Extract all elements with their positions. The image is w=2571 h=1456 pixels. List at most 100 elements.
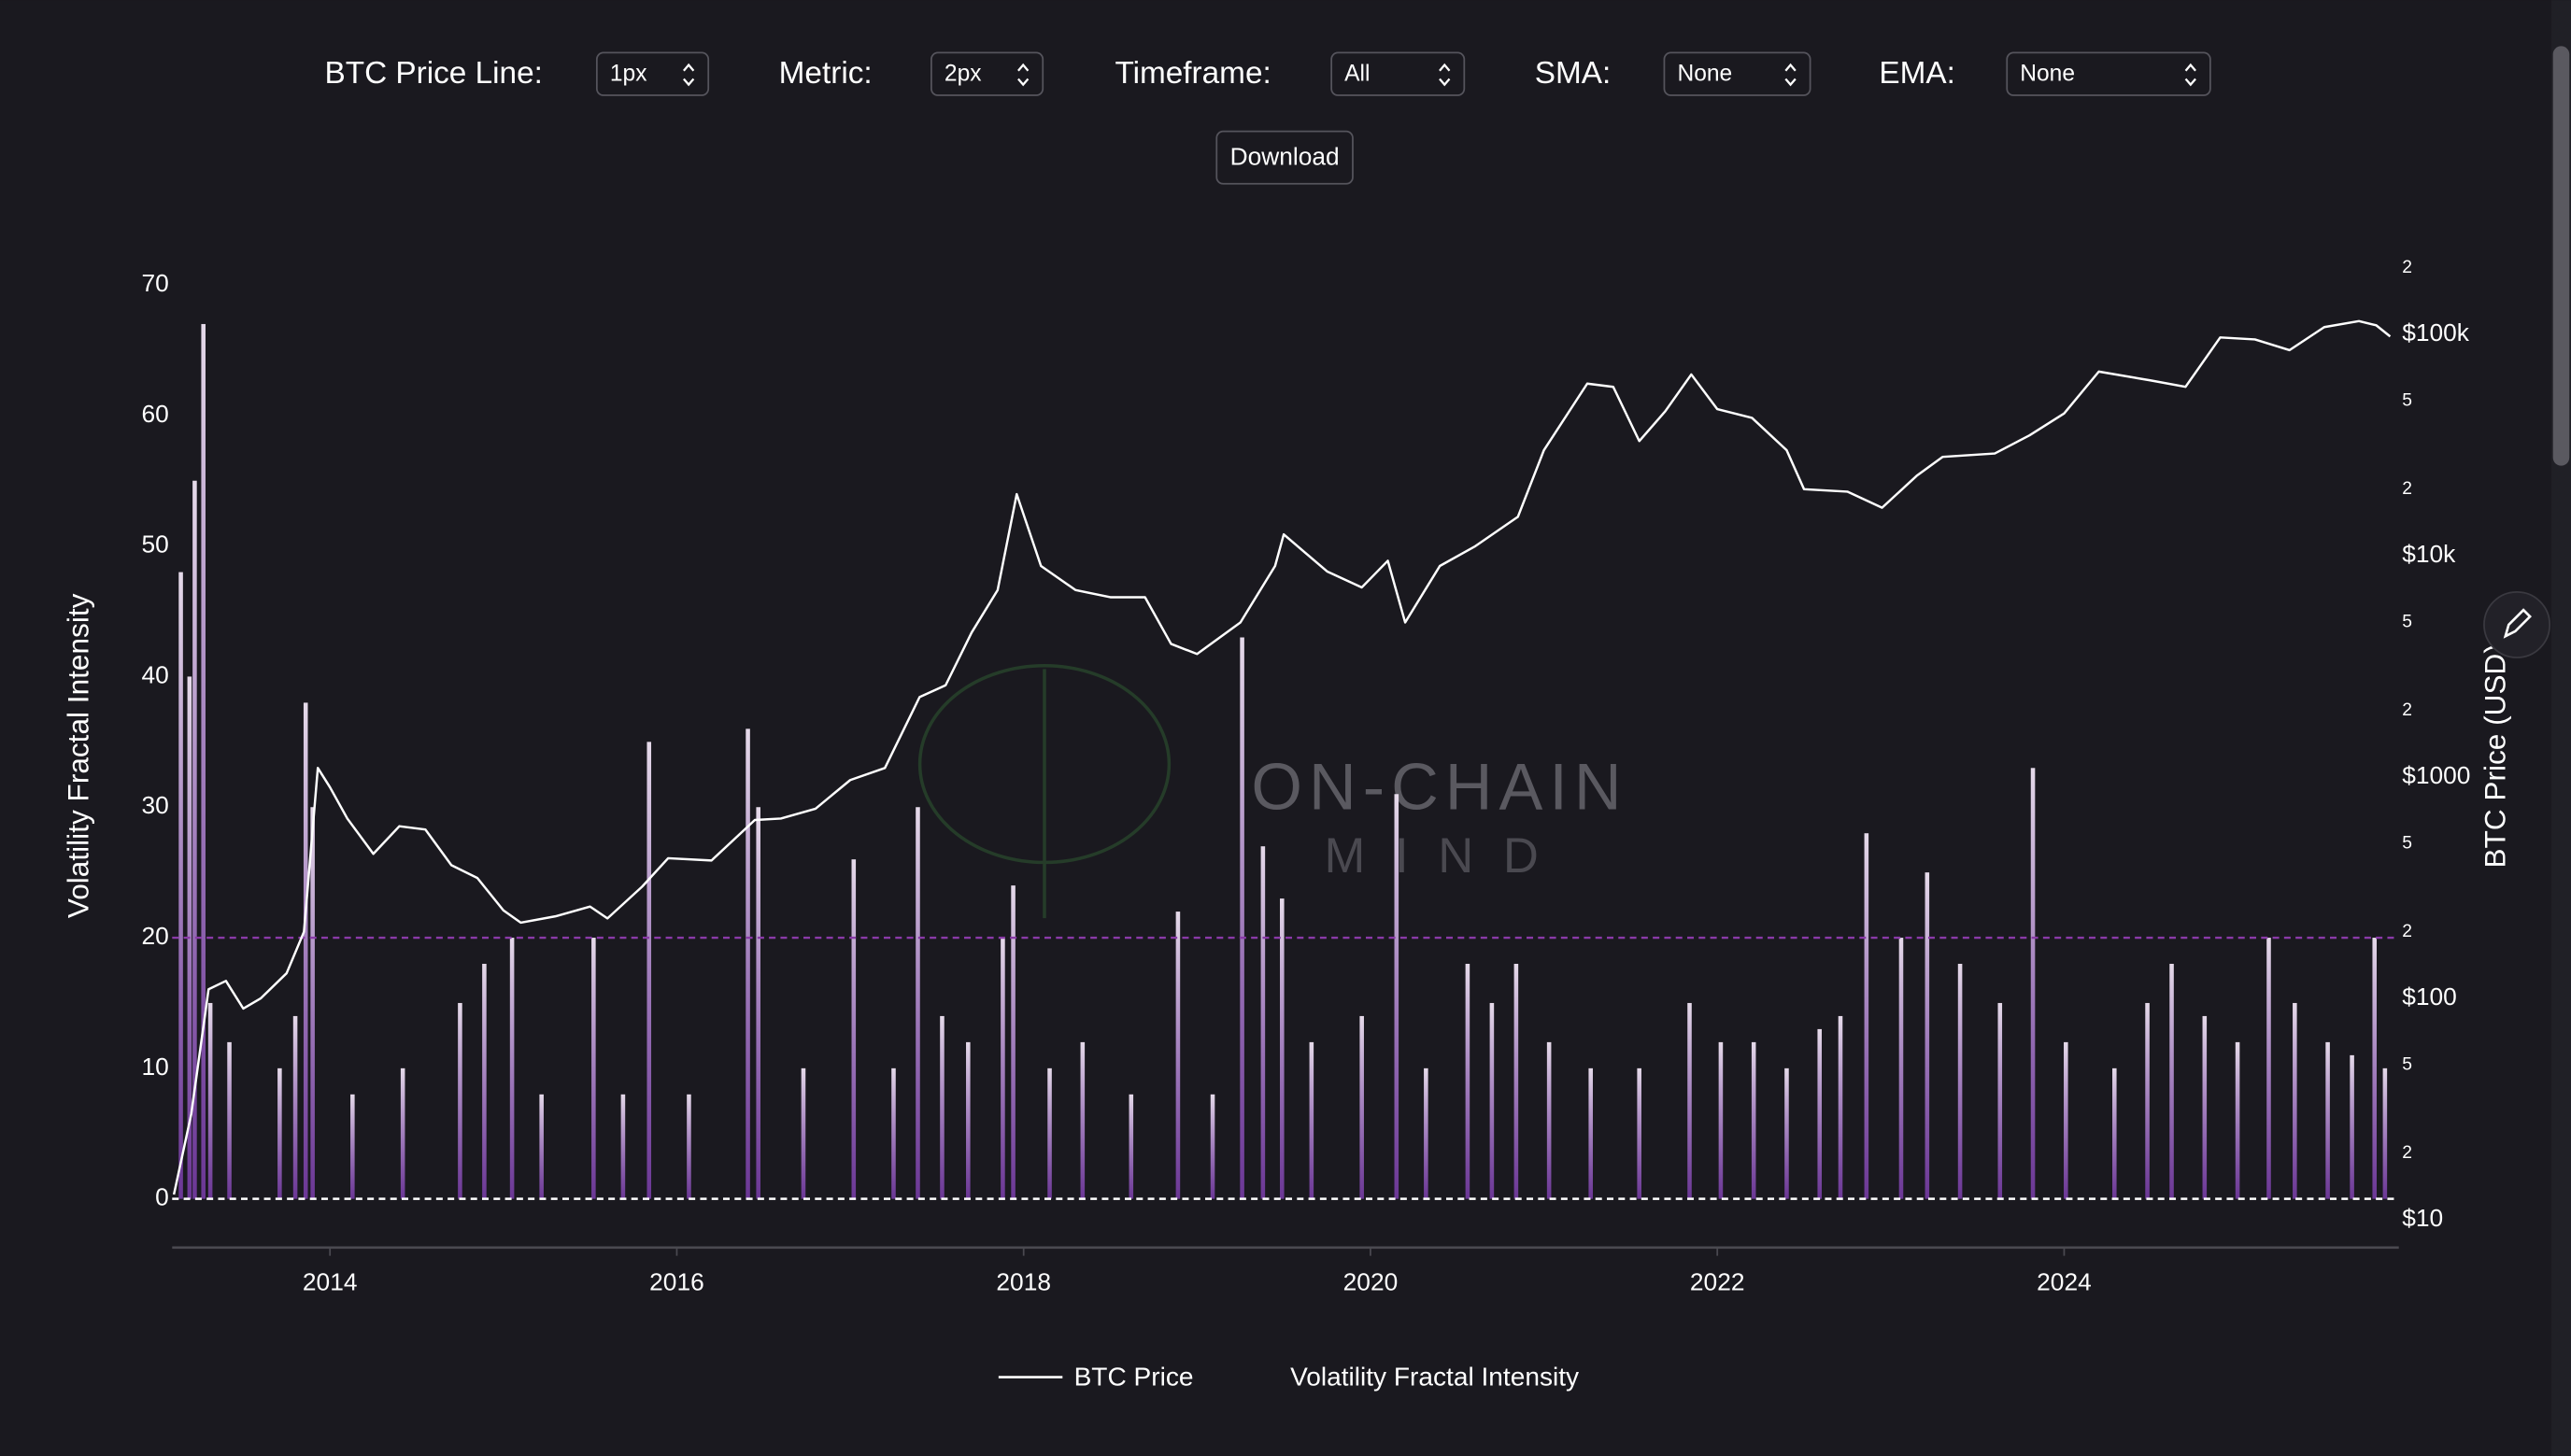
- y2-tick-label: 5: [2402, 391, 2412, 411]
- y2-tick-label: $10: [2402, 1204, 2443, 1232]
- bar: [1957, 964, 1963, 1199]
- bar: [1359, 1015, 1364, 1199]
- y-tick-label: 40: [141, 660, 168, 688]
- bar: [201, 323, 206, 1199]
- bar: [2350, 1054, 2354, 1199]
- bar: [1687, 1002, 1692, 1199]
- y2-tick-label: 5: [2402, 613, 2412, 632]
- select-value: None: [1677, 62, 1732, 87]
- bar: [1637, 1067, 1641, 1199]
- price-line: [172, 319, 2392, 1195]
- select-value: None: [2020, 62, 2075, 87]
- bar: [891, 1067, 896, 1199]
- bar: [292, 1015, 298, 1199]
- select[interactable]: [595, 51, 710, 96]
- y2-tick-label: 2: [2402, 479, 2412, 499]
- bar: [1240, 637, 1244, 1199]
- bar: [482, 964, 487, 1199]
- bar: [1925, 872, 1930, 1199]
- y2-tick-label: $1000: [2402, 761, 2470, 789]
- download-button[interactable]: [1215, 130, 1354, 185]
- control-label: Metric:: [779, 56, 873, 91]
- bar: [310, 807, 315, 1199]
- bar: [756, 807, 760, 1199]
- y2-tick-label: 2: [2402, 700, 2412, 720]
- bar: [509, 938, 515, 1199]
- y-tick-label: 30: [141, 791, 168, 819]
- bar: [303, 702, 308, 1199]
- select-value: 2px: [945, 62, 982, 87]
- select-arrows: [1017, 63, 1030, 87]
- control-label: EMA:: [1879, 56, 1954, 91]
- bar: [620, 1094, 626, 1199]
- bar: [801, 1067, 806, 1199]
- x-tick-label: 2018: [996, 1267, 1051, 1295]
- select[interactable]: [930, 51, 1044, 96]
- y2-tick-label: $10k: [2402, 540, 2456, 568]
- y-tick-label: 0: [155, 1183, 169, 1211]
- select[interactable]: [2006, 51, 2211, 96]
- bar: [178, 572, 183, 1199]
- legend-label[interactable]: BTC Price: [1074, 1363, 1194, 1392]
- control-label: BTC Price Line:: [325, 56, 543, 91]
- select-arrows: [2184, 63, 2196, 87]
- bar: [458, 1002, 462, 1199]
- bar: [2325, 1041, 2330, 1199]
- bar: [1513, 964, 1519, 1199]
- bar: [1817, 1028, 1823, 1199]
- bar: [227, 1041, 232, 1199]
- y-axis-title: Volatility Fractal Intensity: [61, 593, 94, 918]
- y-tick-label: 60: [141, 400, 168, 428]
- bar: [1175, 912, 1181, 1199]
- plot: 0 10 20 30 40 50 60 70 $10 2 5 $100 2 5 $1000 2 5 $10k 2 5 $…: [141, 258, 2470, 1295]
- bar: [1465, 964, 1470, 1199]
- bar: [2202, 1015, 2208, 1199]
- bar: [687, 1094, 691, 1199]
- y-tick-label: 50: [141, 530, 168, 558]
- control-label: Timeframe:: [1115, 56, 1271, 91]
- watermark: [917, 664, 1172, 919]
- select[interactable]: [1663, 51, 1811, 96]
- bar: [277, 1067, 282, 1199]
- y-tick-label: 10: [141, 1053, 168, 1081]
- bar: [1011, 885, 1016, 1199]
- x-tick-label: 2016: [649, 1267, 704, 1295]
- download-label: Download: [1230, 143, 1340, 171]
- select[interactable]: [1330, 51, 1466, 96]
- bar: [1424, 1067, 1428, 1199]
- bar: [2382, 1067, 2388, 1199]
- y2-tick-label: $100: [2402, 982, 2457, 1011]
- y2-tick-label: 5: [2402, 1054, 2412, 1074]
- legend-label[interactable]: Volatility Fractal Intensity: [1290, 1363, 1579, 1392]
- bar: [2372, 938, 2378, 1199]
- select-arrows: [1784, 63, 1797, 87]
- x-tick-label: 2024: [2037, 1267, 2092, 1295]
- y2-axis-title: BTC Price (USD): [2478, 643, 2511, 868]
- select-value: 1px: [610, 62, 647, 87]
- y2-tick-label: 2: [2402, 258, 2412, 277]
- y2-tick-label: $100k: [2402, 318, 2470, 346]
- bar: [192, 480, 197, 1199]
- y2-tick-label: 2: [2402, 1143, 2412, 1163]
- bar: [1588, 1067, 1593, 1199]
- edit-button[interactable]: [2483, 590, 2551, 658]
- y2-tick-label: 5: [2402, 834, 2412, 854]
- bar: [2112, 1067, 2117, 1199]
- bar: [1129, 1094, 1134, 1199]
- scrollbar-thumb[interactable]: [2552, 46, 2570, 466]
- y-tick-label: 20: [141, 922, 168, 950]
- bar: [1546, 1041, 1552, 1199]
- bar: [350, 1094, 355, 1199]
- bar: [1280, 898, 1285, 1199]
- bar: [2266, 938, 2271, 1199]
- bar: [1898, 938, 1904, 1199]
- bar: [1718, 1041, 1724, 1199]
- edit-icon: [2503, 608, 2532, 639]
- control-label: SMA:: [1535, 56, 1611, 91]
- watermark-text: ON-CHAIN: [1251, 749, 1627, 823]
- bar: [966, 1041, 971, 1199]
- x-tick-label: 2020: [1343, 1267, 1399, 1295]
- bar: [1394, 794, 1399, 1199]
